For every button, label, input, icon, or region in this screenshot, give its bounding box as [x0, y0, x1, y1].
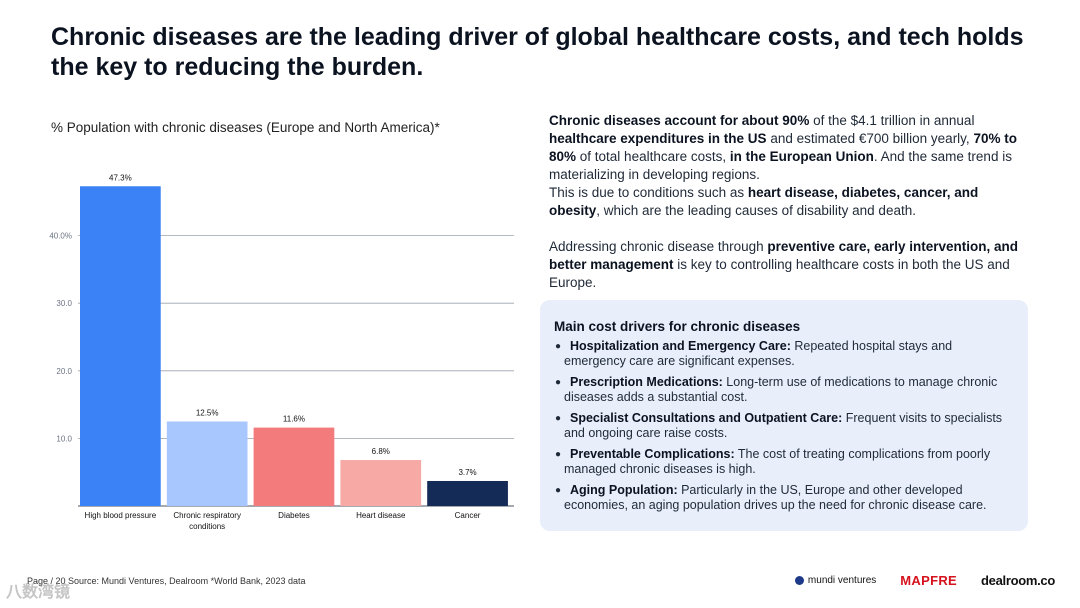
cost-driver-title: Prescription Medications:: [570, 375, 723, 389]
bullet-icon: ●: [555, 449, 562, 460]
cost-driver-text: Long-term use of medications to manage c…: [564, 375, 998, 404]
bar-value-label: 47.3%: [109, 173, 132, 182]
cost-driver-item: ● Preventable Complications: The cost of …: [555, 447, 1011, 477]
bullet-icon: ●: [555, 485, 562, 496]
summary-run: Addressing chronic disease through: [549, 239, 768, 254]
cost-driver-title: Preventable Complications:: [570, 447, 735, 461]
x-category-label: Diabetes: [278, 511, 310, 520]
x-category-label: Cancer: [455, 511, 481, 520]
mapfre-logo: MAPFRE: [900, 573, 957, 588]
summary-run: of the $4.1 trillion in annual: [809, 113, 975, 128]
mundi-logo-icon: [794, 576, 804, 585]
cost-driver-title: Specialist Consultations and Outpatient …: [570, 411, 843, 425]
bar-chart: 10.0 20.0 30.0 40.0% 47.3% High blood pressur…: [49, 173, 514, 531]
bar-1: [80, 186, 161, 506]
summary-run: is key to controlling healthcare costs i…: [549, 257, 1010, 290]
bar-value-label: 12.5%: [196, 409, 219, 418]
watermark: 八数湾镜: [6, 584, 71, 601]
cost-drivers-list: ● Hospitalization and Emergency Care: Rep…: [555, 339, 1011, 519]
x-category-label: conditions: [189, 522, 225, 531]
y-tick-label: 10.0: [56, 434, 72, 443]
dealroom-logo: dealroom.co: [981, 573, 1055, 588]
summary-run: healthcare expenditures in the US: [549, 131, 767, 146]
summary-run: and estimated €700 billion yearly,: [766, 131, 974, 146]
cost-driver-title: Hospitalization and Emergency Care:: [570, 339, 791, 353]
summary-run: Chronic diseases account for about 90%: [549, 113, 810, 128]
summary-run: preventive care, early intervention, and…: [549, 239, 1018, 272]
x-category-label: Chronic respiratory: [173, 511, 241, 520]
cost-driver-item: ● Aging Population: Particularly in the U…: [555, 483, 1011, 513]
x-category-label: High blood pressure: [85, 511, 157, 520]
cost-drivers-heading: Main cost drivers for chronic diseases: [554, 319, 801, 334]
summary-run: 70% to 80%: [549, 131, 1017, 164]
page-title: Chronic diseases are the leading driver …: [51, 23, 1024, 81]
summary-paragraph-addressing: Addressing chronic disease through preve…: [549, 238, 1027, 292]
summary-run: . And the same trend is materializing in…: [549, 149, 1012, 182]
summary-paragraph-conditions: This is due to conditions such as heart …: [549, 184, 1027, 220]
bar-3: [253, 427, 335, 506]
mundi-ventures-logo: mundi ventures: [794, 575, 877, 586]
summary-paragraph-costs: Chronic diseases account for about 90% o…: [549, 112, 1027, 184]
summary-run: , which are the leading causes of disabi…: [596, 203, 916, 218]
y-tick-label: 20.0: [56, 367, 72, 376]
bar-value-label: 11.6%: [283, 415, 305, 424]
y-tick-label: 40.0%: [49, 232, 72, 241]
footer-logos: mundi ventures MAPFRE dealroom.co: [794, 573, 1055, 588]
bullet-icon: ●: [555, 413, 562, 424]
bar-5: [427, 480, 508, 506]
summary-text: Chronic diseases account for about 90% o…: [549, 112, 1027, 292]
bullet-icon: ●: [555, 341, 562, 352]
cost-driver-text: Frequent visits to specialists and ongoi…: [564, 411, 1003, 440]
cost-drivers-panel: Main cost drivers for chronic diseases ●…: [540, 300, 1028, 531]
bullet-icon: ●: [555, 377, 562, 388]
chart-subtitle: % Population with chronic diseases (Euro…: [51, 120, 440, 135]
cost-driver-item: ● Specialist Consultations and Outpatient…: [555, 411, 1011, 441]
bar-2: [166, 421, 248, 506]
summary-run: This is due to conditions such as: [549, 185, 748, 200]
bar-value-label: 6.8%: [372, 447, 390, 456]
cost-driver-text: Repeated hospital stays and emergency ca…: [564, 339, 953, 368]
cost-driver-item: ● Prescription Medications: Long-term use…: [555, 375, 1011, 405]
summary-run: of total healthcare costs,: [576, 149, 730, 164]
bar-4: [340, 460, 422, 506]
bar-value-label: 3.7%: [458, 468, 476, 477]
summary-run: heart disease, diabetes, cancer, and obe…: [549, 185, 979, 218]
cost-driver-title: Aging Population:: [570, 483, 678, 497]
y-tick-label: 30.0: [56, 299, 72, 308]
mundi-logo-text: mundi ventures: [807, 575, 877, 586]
cost-driver-item: ● Hospitalization and Emergency Care: Rep…: [555, 339, 1011, 369]
x-category-label: Heart disease: [356, 511, 406, 520]
cost-driver-text: Particularly in the US, Europe and other…: [564, 483, 987, 512]
summary-run: in the European Union: [729, 149, 874, 164]
cost-driver-text: The cost of treating complications from …: [564, 447, 991, 476]
footer-source: Page / 20 Source: Mundi Ventures, Dealro…: [27, 576, 306, 586]
